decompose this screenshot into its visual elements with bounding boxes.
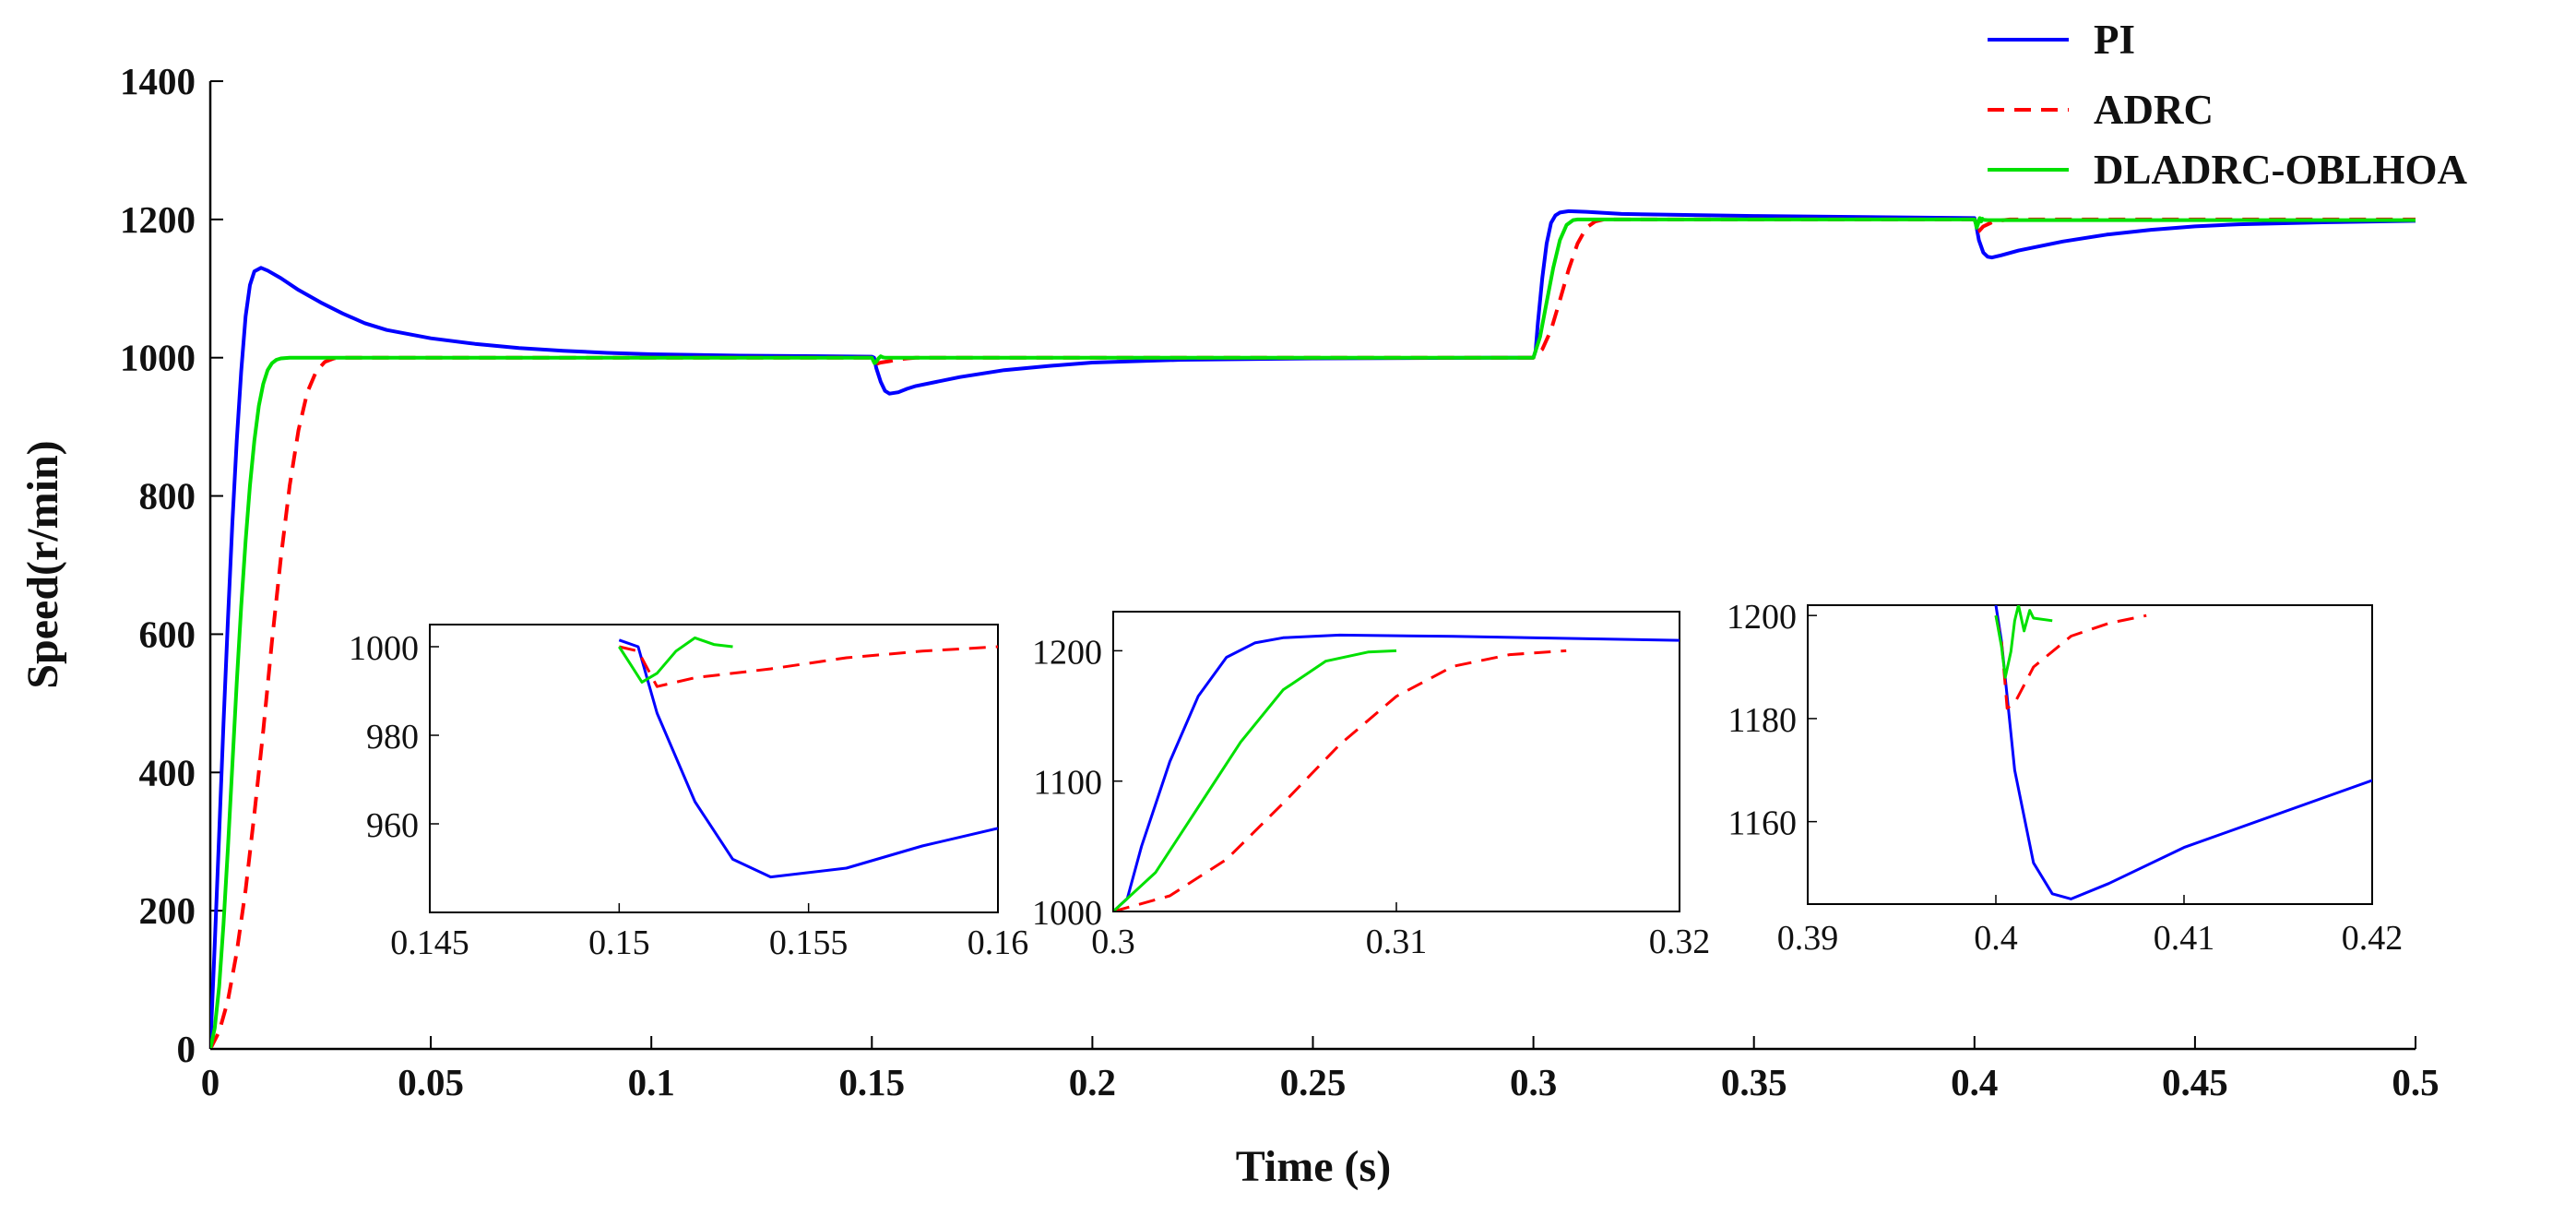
main-series [210, 208, 2416, 1048]
y-tick-label: 1200 [120, 198, 196, 241]
inset-y-tick-label: 1100 [1033, 764, 1102, 803]
inset-x-tick-label: 0.31 [1366, 923, 1428, 961]
inset-2-ticks: 0.39 0.4 0.41 0.42 1160 1180 1200 [1727, 598, 2403, 958]
inset-0-frame [429, 624, 999, 913]
inset-0-series-pi [618, 638, 998, 879]
y-tick-label: 1400 [120, 60, 196, 102]
x-tick-label: 0.45 [2162, 1061, 2228, 1103]
inset-0-ticks: 0.145 0.15 0.155 0.16 960 980 1000 [349, 629, 1028, 962]
inset-0: 0.145 0.15 0.155 0.16 960 980 1000 [349, 624, 1028, 962]
x-tick-label: 0.25 [1280, 1061, 1347, 1103]
y-tick-label: 200 [139, 889, 196, 932]
x-tick-label: 0.4 [1951, 1061, 1998, 1103]
inset-0-series-dladrc-oblhoa [618, 636, 733, 684]
inset-1-ticks: 0.3 0.31 0.32 1000 1100 1200 [1032, 633, 1710, 961]
legend-label-pi: PI [2094, 17, 2135, 63]
inset-y-tick-label: 1160 [1727, 804, 1797, 843]
inset-y-tick-label: 1180 [1727, 701, 1797, 740]
inset-x-tick-label: 0.155 [769, 923, 849, 962]
x-tick-label: 0.2 [1069, 1061, 1116, 1103]
inset-1: 0.3 0.31 0.32 1000 1100 1200 [1032, 611, 1710, 961]
series-dladrc-oblhoa [210, 216, 2416, 1048]
legend-label-dladrc-oblhoa: DLADRC-OBLHOA [2094, 147, 2468, 193]
inset-y-tick-label: 960 [366, 806, 419, 845]
x-tick-label: 0.15 [838, 1061, 905, 1103]
inset-x-tick-label: 0.145 [390, 923, 469, 962]
inset-x-tick-label: 0.4 [1974, 919, 2018, 958]
inset-0-series [618, 636, 998, 879]
inset-1-frame [1112, 611, 1680, 912]
series-pi [210, 208, 2416, 1048]
inset-1-series-adrc [1113, 649, 1567, 911]
inset-x-tick-label: 0.42 [2342, 919, 2404, 958]
inset-1-series-pi [1113, 633, 1680, 911]
inset-2-frame [1807, 604, 2373, 905]
y-axis-title: Speed(r/min) [18, 440, 67, 688]
inset-x-tick-label: 0.15 [588, 923, 650, 962]
inset-x-tick-label: 0.3 [1091, 923, 1135, 961]
x-axis-title: Time (s) [1236, 1142, 1391, 1191]
y-tick-label: 400 [139, 751, 196, 793]
inset-1-series [1113, 633, 1680, 911]
inset-1-series-dladrc-oblhoa [1113, 649, 1397, 911]
y-tick-label: 600 [139, 613, 196, 655]
inset-y-tick-label: 1200 [1032, 633, 1102, 672]
inset-x-tick-label: 0.32 [1649, 923, 1711, 961]
inset-2-series [1994, 605, 2372, 900]
inset-x-tick-label: 0.16 [967, 923, 1029, 962]
inset-y-tick-label: 1000 [349, 629, 419, 668]
inset-y-tick-label: 1000 [1032, 894, 1102, 933]
legend-label-adrc: ADRC [2094, 87, 2214, 133]
x-tick-label: 0.5 [2392, 1061, 2439, 1103]
y-tick-label: 800 [139, 475, 196, 518]
inset-y-tick-label: 1200 [1727, 598, 1797, 637]
inset-x-tick-label: 0.39 [1777, 919, 1839, 958]
x-tick-label: 0 [201, 1061, 220, 1103]
x-tick-label: 0.3 [1510, 1061, 1557, 1103]
inset-y-tick-label: 980 [366, 718, 419, 756]
main-axes: 0 0.05 0.1 0.15 0.2 0.25 0.3 0.35 0.4 0.45 0.5 0 200… [120, 60, 2439, 1103]
inset-x-tick-label: 0.41 [2154, 919, 2215, 958]
main-ticks: 0 0.05 0.1 0.15 0.2 0.25 0.3 0.35 0.4 0.45 0.5 0 200… [120, 60, 2439, 1103]
x-tick-label: 0.05 [398, 1061, 464, 1103]
inset-2: 0.39 0.4 0.41 0.42 1160 1180 1200 [1727, 598, 2403, 958]
inset-0-series-adrc [618, 645, 998, 688]
y-tick-label: 0 [177, 1028, 196, 1070]
x-tick-label: 0.1 [628, 1061, 675, 1103]
y-tick-label: 1000 [120, 337, 196, 379]
legend: PI ADRC DLADRC-OBLHOA [1988, 17, 2468, 193]
x-tick-label: 0.35 [1721, 1061, 1787, 1103]
inset-2-series-dladrc-oblhoa [1994, 605, 2053, 679]
